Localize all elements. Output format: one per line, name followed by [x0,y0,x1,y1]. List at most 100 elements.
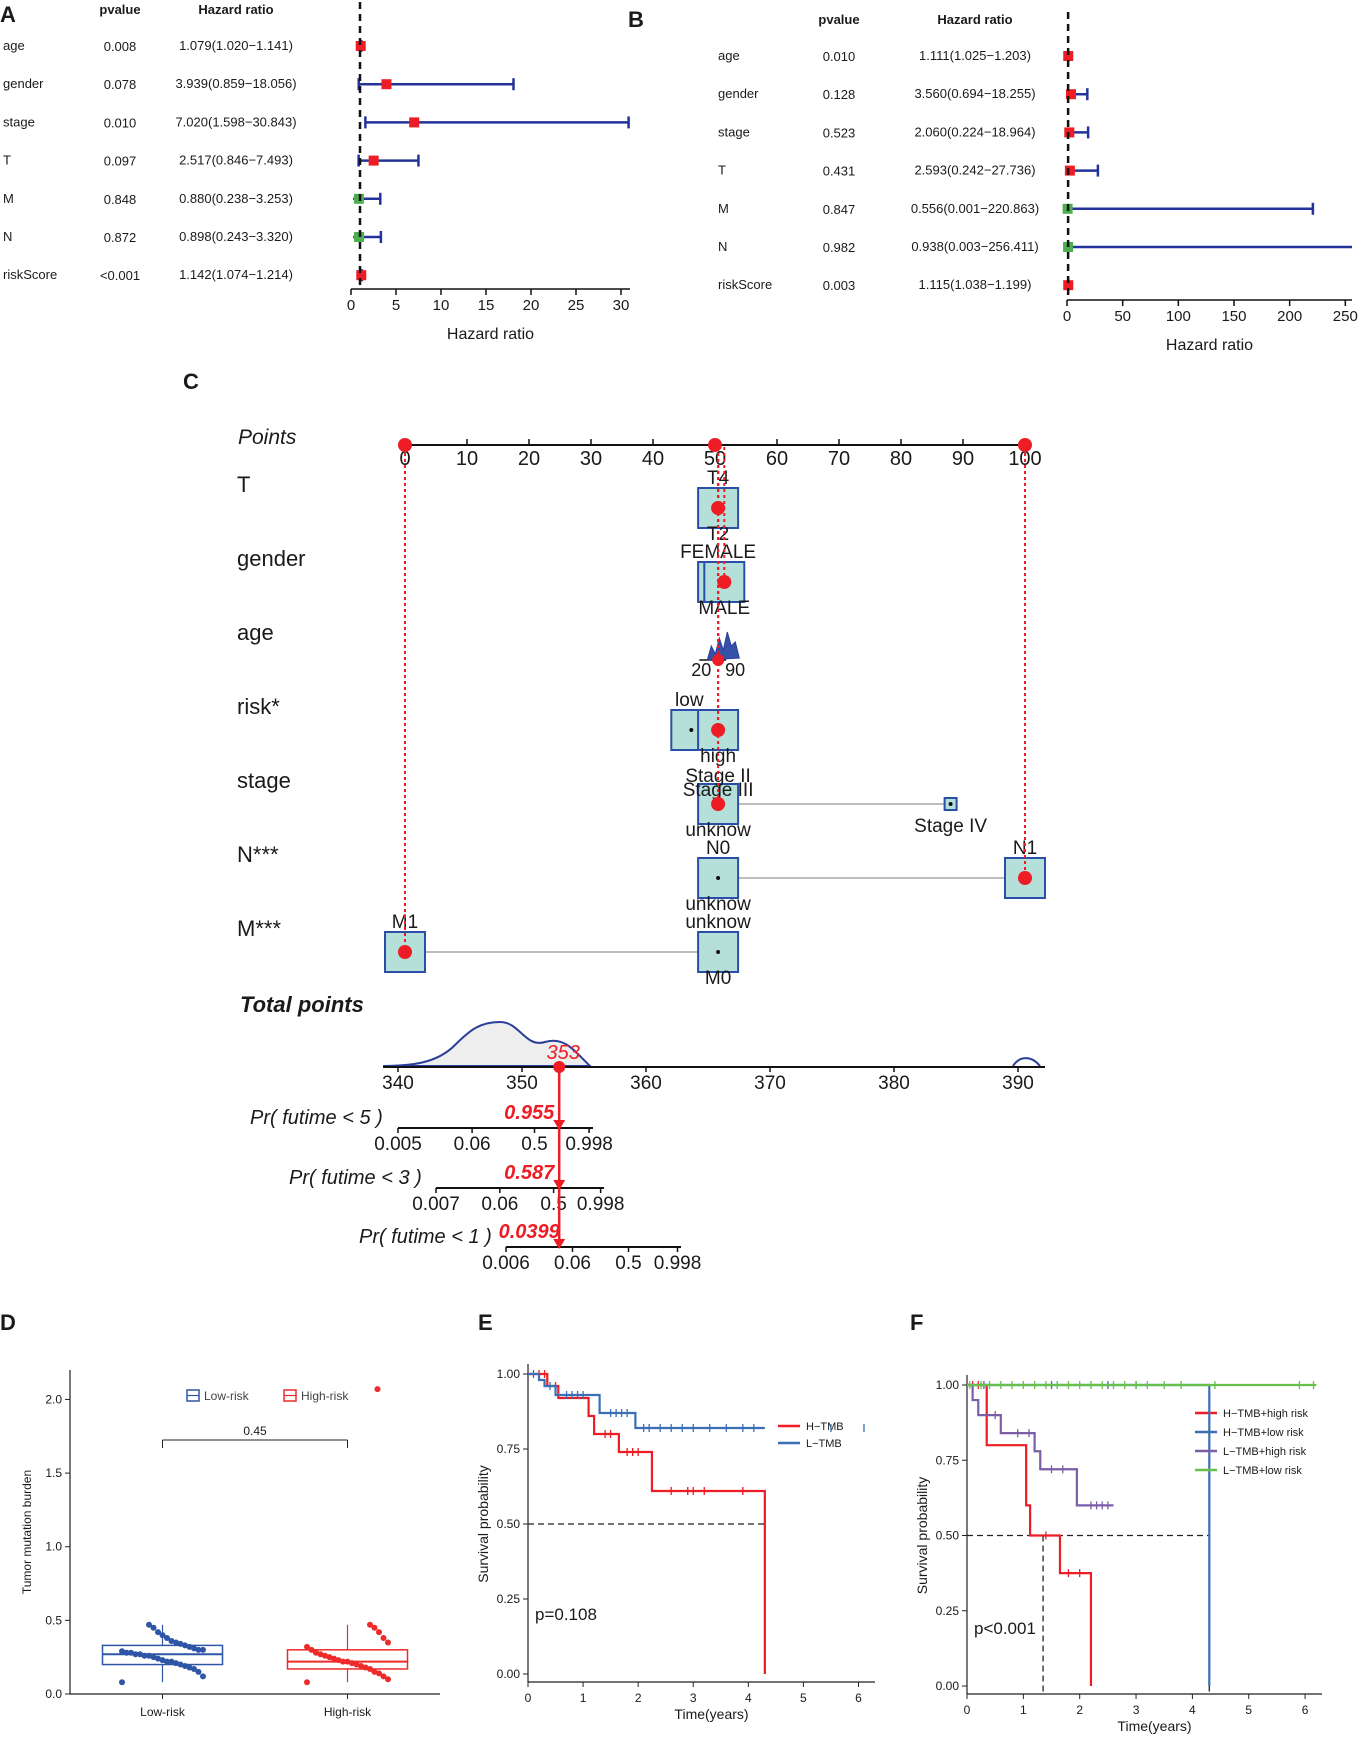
x-tick-label: 50 [1114,308,1131,325]
data-point [177,1640,184,1647]
legend-label: L−TMB [806,1438,842,1450]
data-point [380,1635,387,1642]
km-pvalue: p<0.001 [974,1619,1036,1638]
x-tick-label: 3 [690,1691,697,1705]
data-point [374,1386,381,1393]
y-tick-label: 0.5 [45,1613,62,1627]
row-hazard-ratio: 3.560(0.694−18.255) [914,86,1035,101]
variable-label-3: risk* [237,694,280,719]
row-label: N [718,239,727,254]
data-point [182,1642,188,1649]
hr-point [356,270,367,281]
panel-label-f: F [910,1310,923,1335]
data-point [304,1679,310,1686]
data-point [376,1629,382,1636]
data-point [128,1649,134,1656]
variable-label-6: M*** [237,916,281,941]
data-point [177,1661,184,1668]
row-label: gender [3,76,44,91]
data-point [132,1651,139,1658]
variable-label-1: gender [237,546,306,571]
row-hazard-ratio: 1.111(1.025−1.203) [919,48,1031,63]
level-label: low [675,690,704,711]
data-point [141,1652,148,1659]
row-hazard-ratio: 7.020(1.598−30.843) [175,114,296,129]
total-tick-label: 390 [1002,1073,1034,1094]
data-point [304,1643,310,1650]
data-point [317,1651,324,1658]
y-tick-label: 0.00 [497,1667,521,1681]
data-point [200,1646,206,1653]
probability-tick-label: 0.998 [654,1253,702,1274]
y-tick-label: 0.25 [936,1604,960,1618]
data-point [322,1652,328,1659]
x-tick-label: 0 [964,1703,971,1717]
probability-tick-label: 0.998 [577,1194,625,1215]
data-point [353,1661,360,1668]
x-tick-label: 5 [392,297,400,314]
row-pvalue: 0.010 [104,115,137,130]
y-tick-label: 1.5 [45,1466,62,1480]
level-dot [689,728,694,732]
data-point [119,1648,125,1655]
data-point [150,1624,157,1631]
legend-label: H−TMB+low risk [1223,1427,1304,1439]
data-point [164,1635,170,1642]
box [286,1649,409,1670]
variable-marker [1018,871,1032,885]
row-pvalue: 0.523 [823,125,856,140]
y-tick-label: 1.00 [497,1367,521,1381]
survival-curve [967,1383,1093,1686]
probability-value: 0.955 [504,1102,555,1124]
total-density-tail [1012,1057,1041,1067]
points-tick-label: 30 [580,448,602,470]
probability-tick-label: 0.5 [615,1253,641,1274]
y-tick-label: 1.00 [936,1378,960,1392]
level-label: N1 [1013,838,1037,859]
x-axis-label: Hazard ratio [1166,337,1253,354]
data-point [146,1652,152,1659]
row-pvalue: 0.008 [104,39,137,54]
total-density [382,1020,593,1067]
y-tick-label: 0.50 [936,1529,960,1543]
data-point [385,1676,391,1683]
y-tick-label: 0.25 [497,1592,521,1606]
row-pvalue: 0.128 [823,87,856,102]
data-point [200,1673,206,1680]
data-point [168,1637,175,1644]
row-label: age [3,38,25,53]
legend-label: L−TMB+low risk [1223,1465,1302,1477]
x-tick-label: 100 [1166,308,1191,325]
row-label: stage [3,114,35,129]
row-pvalue: 0.078 [104,77,137,92]
total-value-label: 353 [547,1042,580,1064]
data-point [344,1658,351,1665]
y-tick-label: 1.0 [45,1540,62,1554]
pvalue-header: pvalue [99,2,140,17]
variable-label-0: T [237,472,250,497]
probability-value: 0.587 [504,1162,555,1184]
x-tick-label: 5 [1245,1703,1252,1717]
row-hazard-ratio: 1.142(1.074−1.214) [179,267,293,282]
row-pvalue: 0.847 [823,202,856,217]
level-label: N0 [706,838,730,859]
x-axis-label: Hazard ratio [447,326,534,343]
row-hazard-ratio: 1.115(1.038−1.199) [919,277,1032,292]
row-hazard-ratio: 0.880(0.238−3.253) [179,191,293,206]
level-label: high [700,746,736,767]
probability-tick-label: 0.006 [482,1253,530,1274]
total-tick-label: 370 [754,1073,786,1094]
total-tick-label: 380 [878,1073,910,1094]
row-pvalue: 0.010 [823,49,856,64]
hr-point [368,155,379,166]
row-pvalue: <0.001 [100,268,140,283]
x-tick-label: 4 [745,1691,752,1705]
row-pvalue: 0.848 [104,192,137,207]
data-point [326,1654,333,1661]
data-point [182,1663,188,1670]
row-label: T [3,153,11,168]
panel-label-b: B [628,7,644,32]
x-tick-label: 2 [1076,1703,1083,1717]
hr-point [355,41,366,51]
x-tick-label: 4 [1189,1703,1196,1717]
